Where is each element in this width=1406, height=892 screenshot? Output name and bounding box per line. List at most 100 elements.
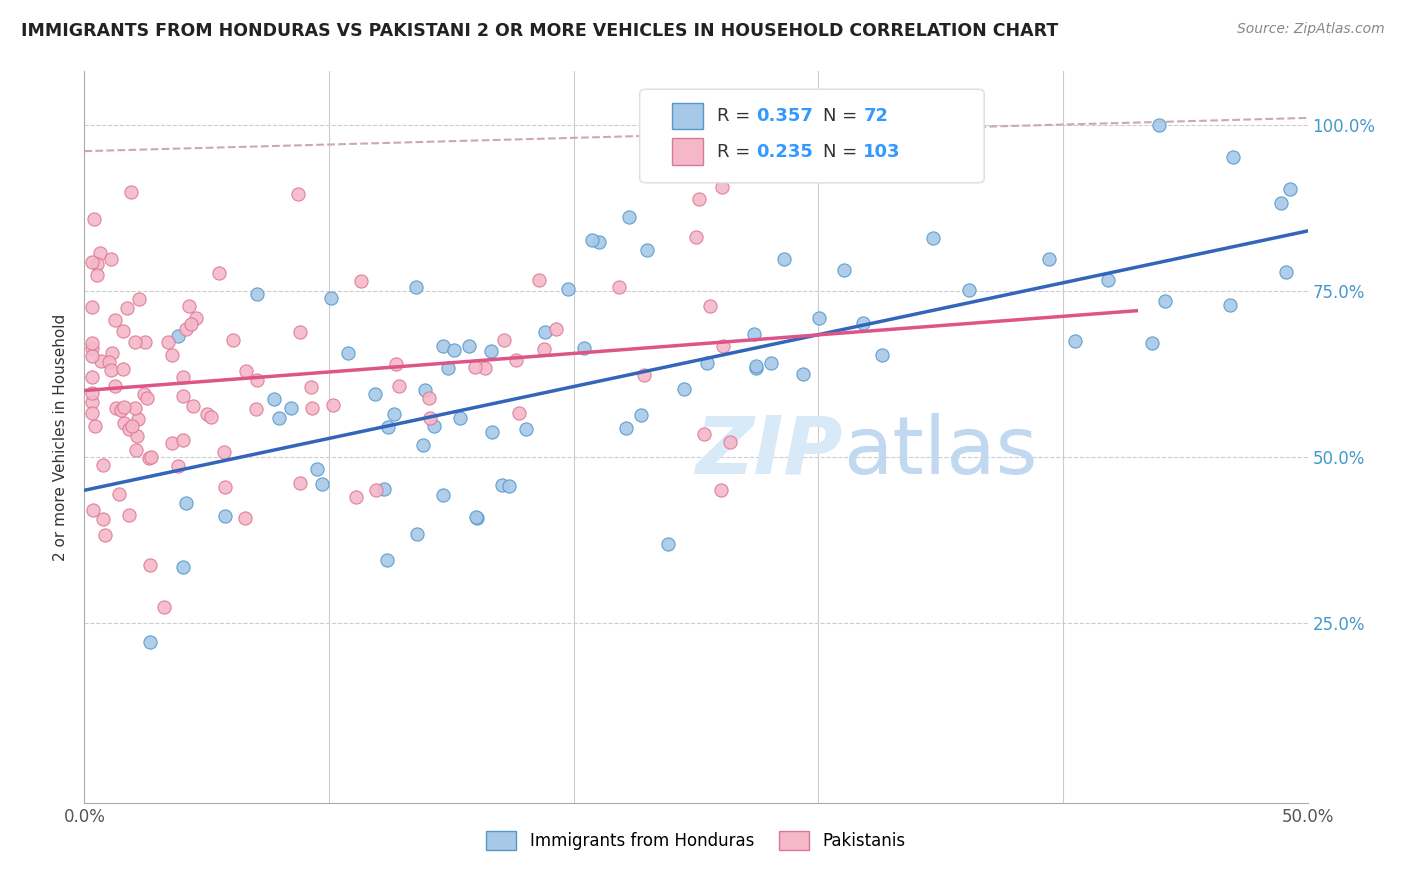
Point	[311, 476, 333, 491]
Point	[464, 510, 486, 524]
Text: 0.235: 0.235	[756, 143, 813, 161]
Point	[299, 380, 322, 394]
Point	[112, 362, 135, 376]
Point	[344, 490, 367, 504]
Point	[436, 361, 458, 376]
Point	[745, 359, 768, 373]
Point	[432, 339, 454, 353]
Point	[636, 243, 658, 257]
Point	[432, 488, 454, 502]
Point	[167, 329, 190, 343]
Point	[557, 283, 579, 297]
Point	[1219, 298, 1241, 312]
Point	[152, 599, 174, 614]
Point	[657, 537, 679, 551]
Point	[80, 255, 103, 269]
Point	[288, 475, 311, 490]
Text: N =: N =	[823, 143, 862, 161]
Point	[120, 186, 142, 200]
Point	[710, 483, 733, 497]
Point	[104, 379, 127, 393]
Point	[100, 252, 122, 266]
Point	[415, 383, 437, 397]
Y-axis label: 2 or more Vehicles in Household: 2 or more Vehicles in Household	[53, 313, 69, 561]
Point	[588, 235, 610, 249]
Point	[322, 398, 344, 412]
Point	[83, 418, 105, 433]
Point	[184, 311, 207, 326]
Point	[458, 338, 481, 352]
Point	[287, 187, 309, 202]
Point	[136, 391, 159, 405]
Point	[711, 339, 734, 353]
Point	[269, 411, 291, 425]
Point	[112, 416, 135, 430]
Point	[82, 503, 104, 517]
Point	[80, 370, 103, 384]
Point	[633, 368, 655, 383]
Text: Source: ZipAtlas.com: Source: ZipAtlas.com	[1237, 22, 1385, 37]
Point	[718, 435, 741, 450]
Point	[544, 322, 567, 336]
Point	[685, 230, 707, 244]
Point	[614, 421, 637, 435]
Point	[319, 291, 342, 305]
Point	[515, 421, 537, 435]
Point	[172, 389, 194, 403]
Point	[533, 325, 555, 339]
Text: 0.357: 0.357	[756, 107, 813, 125]
Point	[742, 326, 765, 341]
Point	[711, 180, 734, 194]
Point	[125, 429, 148, 443]
Point	[364, 386, 387, 401]
Point	[93, 528, 115, 542]
Point	[375, 553, 398, 567]
Point	[533, 342, 555, 356]
Point	[388, 379, 411, 393]
Point	[481, 344, 503, 359]
Point	[80, 300, 103, 314]
Point	[138, 450, 160, 465]
Point	[474, 361, 496, 376]
Point	[449, 410, 471, 425]
Point	[418, 391, 440, 405]
Point	[373, 483, 395, 497]
Point	[110, 403, 132, 417]
Point	[134, 334, 156, 349]
Point	[648, 151, 671, 165]
Point	[107, 487, 129, 501]
Point	[688, 192, 710, 206]
Point	[233, 511, 256, 525]
Point	[180, 317, 202, 331]
Point	[214, 508, 236, 523]
Point	[263, 392, 285, 406]
Point	[200, 409, 222, 424]
Point	[80, 386, 103, 401]
Point	[807, 310, 830, 325]
Point	[89, 246, 111, 260]
Point	[100, 362, 122, 376]
Point	[832, 263, 855, 277]
Point	[101, 345, 124, 359]
Point	[384, 357, 406, 371]
Point	[337, 346, 360, 360]
Point	[80, 341, 103, 355]
Point	[464, 359, 486, 374]
Point	[852, 316, 875, 330]
Text: N =: N =	[823, 107, 862, 125]
Point	[214, 444, 236, 458]
Point	[527, 273, 550, 287]
Point	[696, 356, 718, 370]
Point	[115, 301, 138, 316]
Point	[792, 367, 814, 381]
Point	[104, 401, 127, 416]
Point	[124, 401, 146, 415]
Point	[406, 527, 429, 541]
Point	[179, 299, 201, 313]
Point	[1097, 273, 1119, 287]
Point	[156, 334, 179, 349]
Point	[922, 230, 945, 244]
Point	[607, 280, 630, 294]
Point	[1222, 150, 1244, 164]
Point	[83, 211, 105, 226]
